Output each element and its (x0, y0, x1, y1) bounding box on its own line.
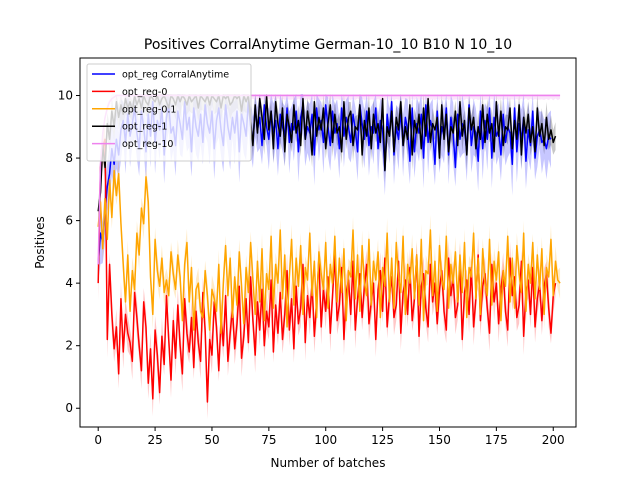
y-axis-label: Positives (33, 216, 47, 269)
x-tick-label: 50 (204, 433, 219, 447)
x-tick-label: 25 (147, 433, 162, 447)
y-axis: 0 2 4 6 8 10 (58, 89, 80, 415)
y-tick-label: 8 (65, 151, 73, 165)
legend-entry: opt_reg CorralAnytime (122, 70, 229, 81)
x-axis-label: Number of batches (271, 456, 386, 470)
y-tick-label: 10 (58, 89, 73, 103)
legend-entry: opt_reg-0 (122, 87, 167, 98)
x-tick-label: 0 (94, 433, 102, 447)
x-tick-label: 175 (485, 433, 508, 447)
x-axis: 0 25 50 75 100 125 150 175 200 (94, 427, 565, 447)
series-line-opt-reg-0-1 (97, 169, 561, 334)
y-tick-label: 2 (65, 339, 73, 353)
x-tick-label: 200 (542, 433, 565, 447)
legend-entry: opt_reg-0.1 (122, 104, 176, 115)
plot-frame (79, 57, 577, 428)
y-tick-label: 4 (65, 276, 73, 290)
y-tick-label: 6 (65, 214, 73, 228)
x-tick-label: 125 (371, 433, 394, 447)
x-tick-label: 150 (428, 433, 451, 447)
legend-entry: opt_reg-10 (122, 139, 173, 150)
legend-entry: opt_reg-1 (122, 122, 167, 133)
x-tick-label: 75 (261, 433, 276, 447)
x-tick-label: 100 (314, 433, 337, 447)
y-tick-label: 0 (65, 401, 73, 415)
chart-title: Positives CorralAnytime German-10_10 B10… (144, 37, 512, 53)
legend: opt_reg CorralAnytime opt_reg-0 opt_reg-0.… (86, 63, 252, 162)
legend-box (86, 63, 252, 162)
